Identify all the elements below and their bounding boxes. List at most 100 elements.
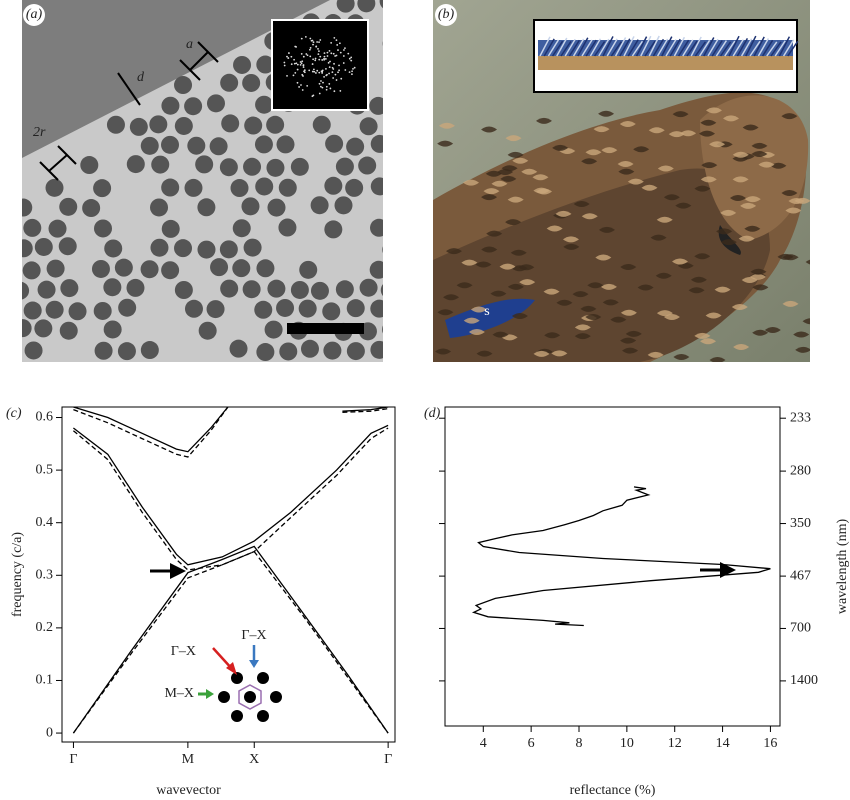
feather <box>497 169 514 176</box>
particle <box>37 280 56 299</box>
particle <box>267 279 286 298</box>
lattice-inset <box>150 562 736 722</box>
feather <box>650 234 667 241</box>
particle <box>417 218 435 236</box>
a-measure <box>39 41 219 181</box>
particle <box>254 135 273 154</box>
feather <box>705 312 722 319</box>
panel-label: (a) <box>26 7 43 22</box>
particle <box>219 240 238 259</box>
particle <box>219 158 238 177</box>
particle <box>416 56 434 74</box>
feather <box>794 197 810 204</box>
axes: (c) Γ M X Γ 0 0.1 0.2 0.3 0.4 0.5 0.6 wavevector freq… <box>6 406 850 798</box>
barb <box>766 41 778 57</box>
feather <box>476 350 493 357</box>
barb <box>556 37 568 57</box>
fft-speckle <box>332 77 335 79</box>
barb <box>564 38 576 57</box>
x-tick-label: Γ <box>69 752 77 767</box>
particle <box>369 96 383 115</box>
barb <box>778 36 791 57</box>
particle <box>392 56 410 74</box>
particle <box>24 341 43 360</box>
particle <box>242 280 261 299</box>
fft-speckle <box>313 70 316 73</box>
feather-shaft <box>538 56 793 70</box>
feather <box>672 111 689 118</box>
barb <box>627 39 639 57</box>
fft-speckle <box>300 52 303 55</box>
feather <box>618 168 635 175</box>
barb <box>606 38 618 57</box>
particle <box>23 301 42 320</box>
particle <box>267 198 286 217</box>
particle <box>232 259 251 278</box>
feather <box>505 219 522 226</box>
feather <box>601 147 618 154</box>
annotation: a <box>186 37 193 52</box>
feather <box>438 122 455 129</box>
fft-speckle <box>323 52 326 55</box>
feather <box>492 331 509 338</box>
particle <box>254 300 273 319</box>
particle <box>415 95 433 113</box>
fft-speckle <box>322 81 324 84</box>
y-tick-label: 233 <box>790 410 811 425</box>
barb <box>698 39 711 57</box>
particle <box>415 15 433 33</box>
particle <box>266 115 285 134</box>
barb <box>715 40 728 57</box>
fft-speckle <box>342 62 345 64</box>
feather <box>675 202 692 209</box>
feather <box>656 216 673 223</box>
particle <box>323 341 342 360</box>
label-badge <box>435 4 457 26</box>
plot-area <box>471 486 771 627</box>
plot-frame <box>61 406 396 743</box>
fft-speckle <box>312 43 314 46</box>
fft-speckle <box>309 37 312 40</box>
feather <box>733 343 750 350</box>
fft-speckle <box>290 63 293 66</box>
barb <box>745 35 757 57</box>
fft-speckle <box>302 55 305 58</box>
particle <box>140 260 159 279</box>
barb <box>749 40 761 57</box>
fft-speckle <box>283 61 286 64</box>
feather <box>483 188 500 195</box>
plot-area <box>72 407 389 734</box>
fft-speckle <box>318 92 321 95</box>
fft-speckle <box>309 47 312 49</box>
x-tick-label: 6 <box>528 736 535 751</box>
feather <box>481 126 498 133</box>
barb <box>581 39 593 57</box>
particle <box>161 135 180 154</box>
particle <box>104 239 123 258</box>
fft-speckle <box>336 44 339 46</box>
fft-speckle <box>347 52 350 55</box>
particle <box>380 284 383 297</box>
barb <box>736 38 749 57</box>
micrograph <box>22 0 435 362</box>
fft-speckle <box>317 53 320 56</box>
particle <box>345 178 364 197</box>
fft-speckle <box>293 62 296 65</box>
label-badge <box>23 4 45 26</box>
feather <box>641 184 658 191</box>
feather <box>729 195 746 202</box>
particle <box>346 299 365 318</box>
particle <box>335 280 354 299</box>
particle <box>114 258 133 277</box>
particle <box>126 155 145 174</box>
fft-speckle <box>329 87 332 90</box>
fft-speckle <box>326 55 329 57</box>
particle <box>197 198 216 217</box>
series-line <box>72 545 389 734</box>
particle <box>357 0 376 13</box>
particle <box>324 220 343 239</box>
fft-speckle <box>324 58 327 60</box>
particle <box>82 199 101 218</box>
y-tick-label: 467 <box>790 568 811 583</box>
